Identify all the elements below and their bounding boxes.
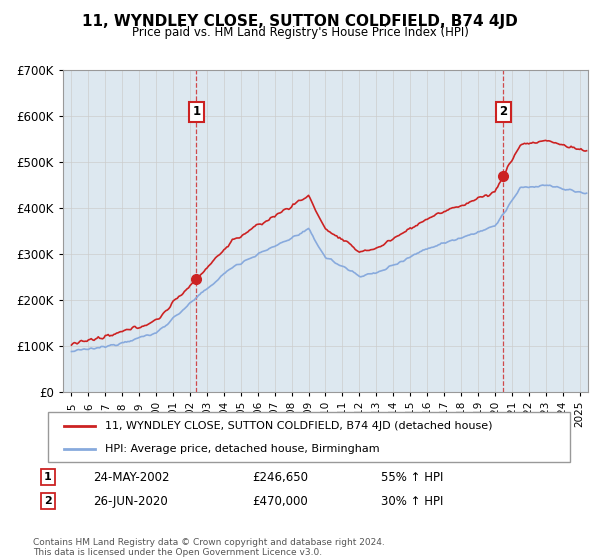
Text: 55% ↑ HPI: 55% ↑ HPI — [381, 470, 443, 484]
Text: £470,000: £470,000 — [252, 494, 308, 508]
Text: 2: 2 — [44, 496, 52, 506]
FancyBboxPatch shape — [48, 412, 570, 462]
Text: 1: 1 — [44, 472, 52, 482]
Text: Price paid vs. HM Land Registry's House Price Index (HPI): Price paid vs. HM Land Registry's House … — [131, 26, 469, 39]
Text: 11, WYNDLEY CLOSE, SUTTON COLDFIELD, B74 4JD (detached house): 11, WYNDLEY CLOSE, SUTTON COLDFIELD, B74… — [106, 421, 493, 431]
Text: Contains HM Land Registry data © Crown copyright and database right 2024.
This d: Contains HM Land Registry data © Crown c… — [33, 538, 385, 557]
Text: HPI: Average price, detached house, Birmingham: HPI: Average price, detached house, Birm… — [106, 445, 380, 454]
Text: 26-JUN-2020: 26-JUN-2020 — [93, 494, 168, 508]
Text: £246,650: £246,650 — [252, 470, 308, 484]
Text: 24-MAY-2002: 24-MAY-2002 — [93, 470, 170, 484]
Text: 1: 1 — [193, 105, 200, 118]
Text: 11, WYNDLEY CLOSE, SUTTON COLDFIELD, B74 4JD: 11, WYNDLEY CLOSE, SUTTON COLDFIELD, B74… — [82, 14, 518, 29]
Text: 30% ↑ HPI: 30% ↑ HPI — [381, 494, 443, 508]
Text: 2: 2 — [499, 105, 507, 118]
